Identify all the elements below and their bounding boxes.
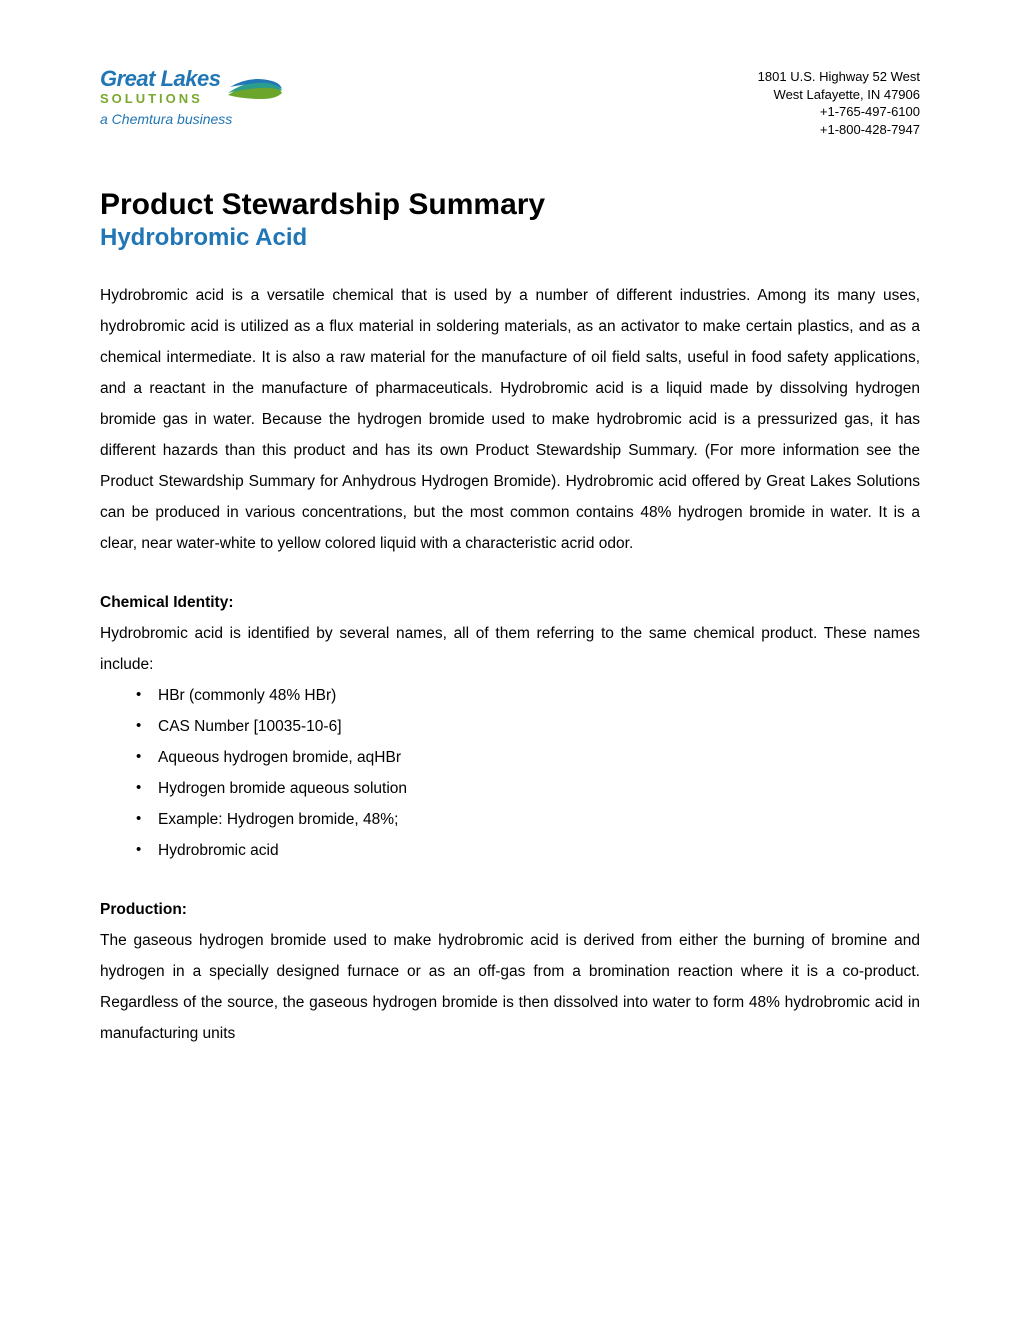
logo-tagline: a Chemtura business (100, 111, 284, 127)
logo-block: Great Lakes SOLUTIONS a Chemtura busines… (100, 68, 284, 127)
address-phone1: +1-765-497-6100 (758, 103, 920, 121)
logo-text: Great Lakes SOLUTIONS (100, 68, 220, 105)
logo-line2: SOLUTIONS (100, 92, 220, 105)
list-item: Aqueous hydrogen bromide, aqHBr (158, 742, 920, 773)
page-header: Great Lakes SOLUTIONS a Chemtura busines… (100, 68, 920, 138)
list-item: Example: Hydrogen bromide, 48%; (158, 804, 920, 835)
section-production: Production: The gaseous hydrogen bromide… (100, 894, 920, 1049)
section-text-production: The gaseous hydrogen bromide used to mak… (100, 925, 920, 1049)
list-item: CAS Number [10035-10-6] (158, 711, 920, 742)
intro-paragraph: Hydrobromic acid is a versatile chemical… (100, 280, 920, 559)
company-address: 1801 U.S. Highway 52 West West Lafayette… (758, 68, 920, 138)
section-chemical-identity: Chemical Identity: Hydrobromic acid is i… (100, 587, 920, 866)
logo-swoosh-icon (226, 69, 284, 105)
list-item: HBr (commonly 48% HBr) (158, 680, 920, 711)
list-item: Hydrogen bromide aqueous solution (158, 773, 920, 804)
address-line1: 1801 U.S. Highway 52 West (758, 68, 920, 86)
identity-bullet-list: HBr (commonly 48% HBr) CAS Number [10035… (100, 680, 920, 866)
title-block: Product Stewardship Summary Hydrobromic … (100, 188, 920, 252)
address-line2: West Lafayette, IN 47906 (758, 86, 920, 104)
section-text-identity: Hydrobromic acid is identified by severa… (100, 618, 920, 680)
section-heading-production: Production: (100, 901, 187, 918)
page-subtitle: Hydrobromic Acid (100, 224, 920, 252)
logo: Great Lakes SOLUTIONS (100, 68, 284, 105)
section-heading-identity: Chemical Identity: (100, 594, 234, 611)
page-title: Product Stewardship Summary (100, 188, 920, 222)
address-phone2: +1-800-428-7947 (758, 121, 920, 139)
list-item: Hydrobromic acid (158, 835, 920, 866)
logo-line1: Great Lakes (100, 68, 220, 90)
